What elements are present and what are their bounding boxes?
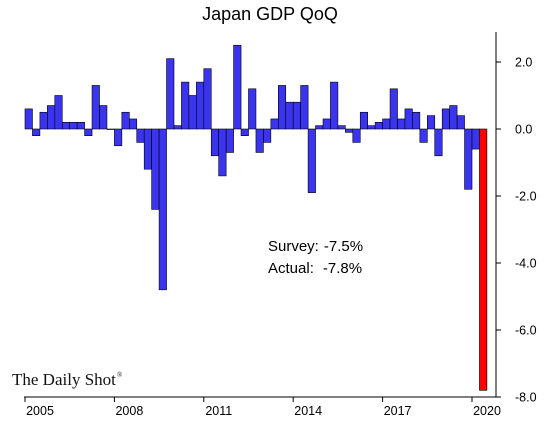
bar — [218, 128, 227, 177]
bar — [434, 128, 443, 157]
annotation-survey-label: Survey: — [268, 238, 319, 255]
bar — [84, 128, 93, 136]
y-tick-label: -6.0 — [515, 324, 537, 338]
bar — [263, 128, 272, 143]
bar — [54, 95, 63, 130]
bar — [225, 128, 234, 153]
y-tick-label: 2.0 — [515, 56, 532, 70]
watermark-registered-mark: ® — [117, 371, 123, 379]
annotation-survey: Survey: -7.5% — [268, 238, 363, 255]
y-ticks: 2.0 0.0 -2.0 -4.0 -6.0 -8.0 — [496, 56, 537, 405]
y-tick-label: -8.0 — [515, 391, 537, 405]
bar — [471, 128, 480, 150]
bar — [464, 128, 473, 190]
bar — [210, 128, 219, 157]
annotation-actual-value: -7.8% — [323, 260, 362, 277]
bar — [106, 128, 115, 130]
annotation-box: Survey: -7.5% Actual: -7.8% — [268, 238, 363, 277]
watermark-text: The Daily Shot — [12, 370, 116, 389]
bar — [91, 85, 100, 130]
x-ticks: 2005 2008 2011 2014 2017 2020 — [24, 397, 501, 418]
bar — [426, 115, 436, 130]
bar — [255, 128, 264, 153]
bar — [240, 128, 249, 136]
bar — [397, 118, 406, 130]
bar — [188, 95, 197, 130]
bar — [24, 108, 33, 130]
bar — [69, 122, 78, 130]
bar — [47, 105, 56, 130]
bar — [233, 44, 242, 130]
bar — [330, 81, 339, 130]
bar — [307, 128, 316, 193]
bar — [151, 128, 160, 210]
bar — [99, 105, 108, 130]
y-tick-label: -4.0 — [515, 257, 537, 271]
bar — [419, 128, 428, 143]
bar — [449, 105, 458, 130]
annotation-actual: Actual: -7.8% — [268, 260, 362, 277]
bar — [114, 128, 123, 147]
bar — [277, 85, 287, 130]
bar — [367, 125, 376, 130]
x-tick-label: 2020 — [473, 404, 501, 418]
bar — [248, 88, 257, 130]
bar — [374, 122, 383, 130]
bar — [285, 101, 294, 130]
y-tick-label: 0.0 — [515, 123, 532, 137]
bar — [158, 128, 167, 291]
bar — [412, 111, 421, 130]
watermark-logo: The Daily Shot ® — [12, 370, 123, 389]
annotation-survey-value: -7.5% — [324, 238, 363, 255]
bar — [203, 68, 212, 130]
bar — [173, 125, 182, 130]
bar — [337, 125, 346, 130]
bar — [129, 118, 138, 130]
x-tick-label: 2011 — [205, 404, 232, 418]
bar — [389, 88, 398, 130]
bar — [136, 128, 145, 143]
annotation-actual-label: Actual: — [268, 260, 314, 277]
x-tick-label: 2008 — [115, 404, 143, 418]
bar — [181, 81, 190, 130]
bar — [270, 118, 279, 130]
bar — [143, 128, 152, 170]
bar — [300, 85, 309, 130]
x-tick-label: 2014 — [294, 404, 322, 418]
bar — [345, 128, 354, 133]
chart-title: Japan GDP QoQ — [202, 4, 338, 24]
bar — [322, 118, 331, 130]
bar — [441, 108, 450, 130]
bar — [61, 122, 70, 130]
bar — [196, 81, 205, 130]
x-tick-label: 2017 — [384, 404, 412, 418]
bar — [456, 115, 465, 130]
bar — [76, 122, 85, 130]
bar — [352, 128, 361, 143]
bar — [32, 128, 41, 136]
x-tick-label: 2005 — [26, 404, 54, 418]
bar — [292, 101, 301, 130]
bars-layer — [24, 44, 488, 391]
bar — [404, 108, 413, 130]
bar-highlight — [479, 128, 488, 391]
bar — [315, 125, 324, 130]
bar — [166, 58, 175, 130]
y-tick-label: -2.0 — [515, 190, 537, 204]
bar — [359, 111, 368, 130]
bar — [382, 118, 391, 130]
bar — [121, 111, 130, 130]
bar — [39, 111, 48, 130]
